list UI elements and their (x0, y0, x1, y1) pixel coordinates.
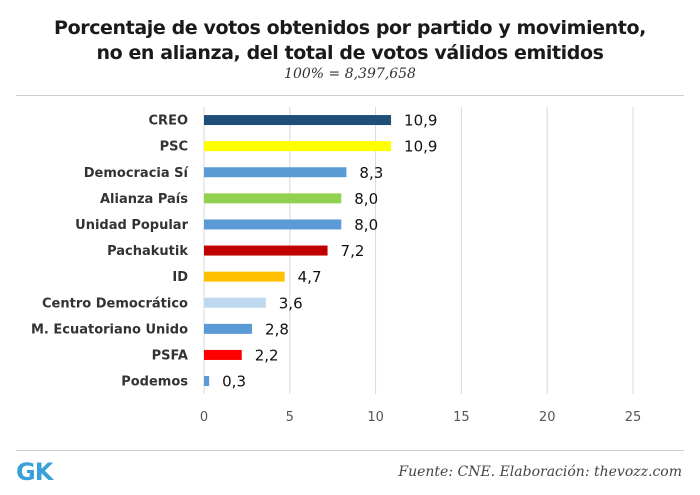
category-label: CREO (149, 114, 188, 129)
x-tick-label: 25 (625, 410, 642, 425)
bar (204, 141, 392, 152)
bar (204, 219, 342, 230)
value-label: 4,7 (298, 268, 322, 286)
top-divider (16, 95, 684, 96)
bar (204, 245, 328, 256)
chart-title-line-2: no en alianza, del total de votos válido… (96, 42, 604, 64)
category-label: PSFA (152, 348, 188, 363)
chart-title-line-1: Porcentaje de votos obtenidos por partid… (54, 17, 646, 39)
value-label: 8,0 (354, 190, 378, 208)
category-label: Podemos (121, 375, 188, 390)
bar (204, 193, 342, 204)
x-tick-label: 20 (539, 410, 556, 425)
bar (204, 376, 210, 387)
value-label: 2,2 (255, 346, 279, 364)
bar (204, 115, 392, 126)
gk-logo: GK (16, 458, 53, 486)
bar (204, 167, 347, 178)
x-tick-label: 5 (286, 410, 294, 425)
bar (204, 297, 266, 308)
x-tick-label: 10 (367, 410, 384, 425)
value-label: 8,3 (359, 164, 383, 182)
bar (204, 323, 253, 334)
category-label: Unidad Popular (75, 218, 188, 233)
value-label: 10,9 (404, 138, 437, 156)
source-note: Fuente: CNE. Elaboración: thevozz.com (398, 464, 682, 480)
chart-title: Porcentaje de votos obtenidos por partid… (0, 16, 700, 66)
x-tick-label: 15 (453, 410, 470, 425)
bar (204, 349, 242, 360)
bottom-divider (16, 450, 684, 451)
category-label: Pachakutik (107, 244, 188, 259)
category-label: Alianza País (100, 192, 188, 207)
category-label: Democracia Sí (84, 166, 190, 181)
value-label: 10,9 (404, 112, 437, 130)
bar (204, 271, 285, 282)
category-label: PSC (160, 140, 188, 155)
value-label: 7,2 (341, 242, 365, 260)
chart-subtitle: 100% = 8,397,658 (284, 66, 416, 82)
x-tick-label: 0 (200, 410, 208, 425)
category-label: M. Ecuatoriano Unido (31, 322, 188, 337)
category-label: Centro Democrático (42, 296, 188, 311)
value-label: 3,6 (279, 294, 303, 312)
value-label: 2,8 (265, 320, 289, 338)
value-label: 0,3 (222, 373, 246, 391)
category-label: ID (172, 270, 188, 285)
value-label: 8,0 (354, 216, 378, 234)
